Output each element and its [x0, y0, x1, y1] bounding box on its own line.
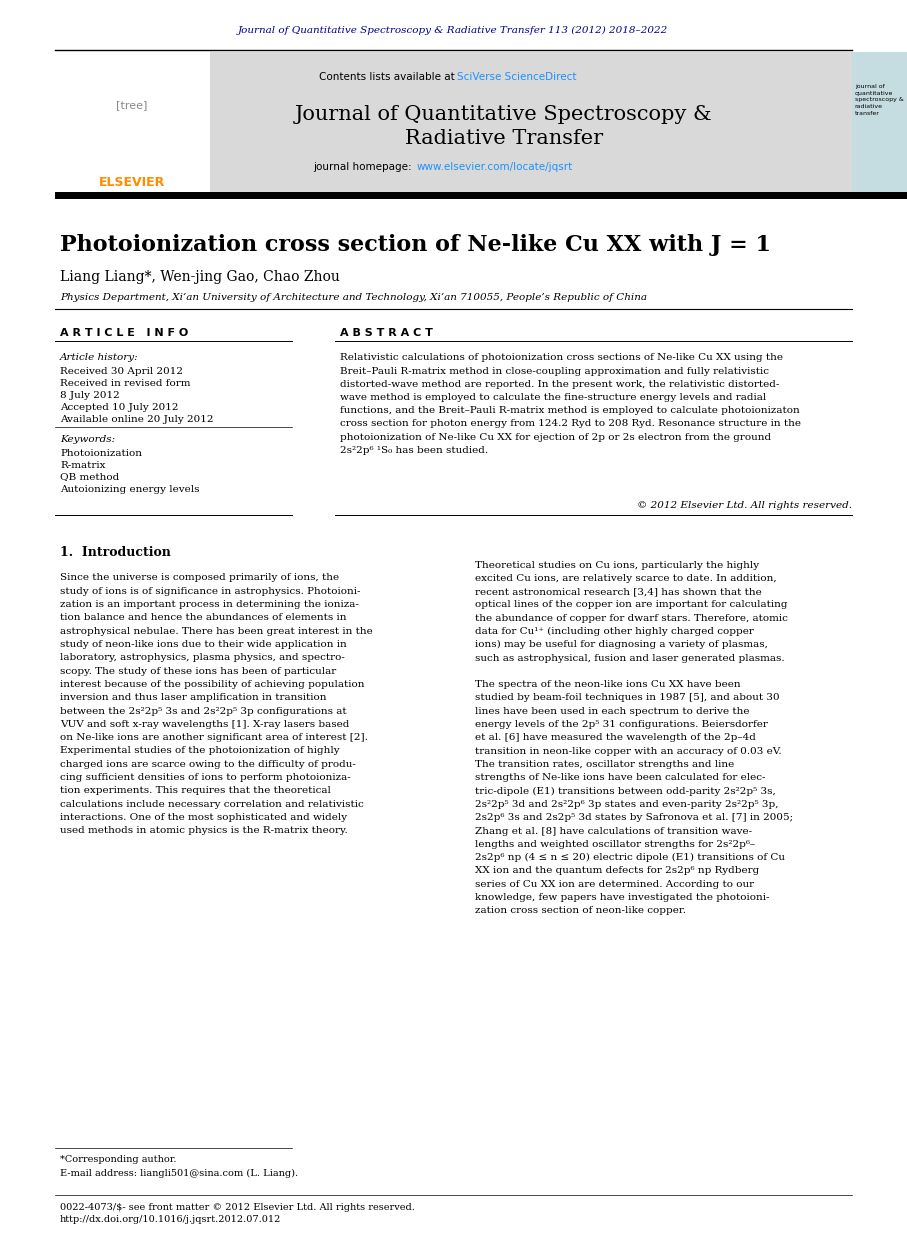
Text: lengths and weighted oscillator strengths for 2s²2p⁶–: lengths and weighted oscillator strength…: [475, 839, 756, 849]
Text: knowledge, few papers have investigated the photoioni-: knowledge, few papers have investigated …: [475, 893, 769, 903]
Text: zation is an important process in determining the ioniza-: zation is an important process in determ…: [60, 600, 359, 609]
Text: laboratory, astrophysics, plasma physics, and spectro-: laboratory, astrophysics, plasma physics…: [60, 654, 345, 662]
Text: energy levels of the 2p⁵ 31 configurations. Beiersdorfer: energy levels of the 2p⁵ 31 configuratio…: [475, 721, 768, 729]
Text: A B S T R A C T: A B S T R A C T: [340, 328, 433, 338]
Text: scopy. The study of these ions has been of particular: scopy. The study of these ions has been …: [60, 666, 336, 676]
Text: transition in neon-like copper with an accuracy of 0.03 eV.: transition in neon-like copper with an a…: [475, 747, 782, 755]
Text: Journal of Quantitative Spectroscopy & Radiative Transfer 113 (2012) 2018–2022: Journal of Quantitative Spectroscopy & R…: [238, 26, 668, 35]
Text: Zhang et al. [8] have calculations of transition wave-: Zhang et al. [8] have calculations of tr…: [475, 827, 752, 836]
Text: charged ions are scarce owing to the difficulty of produ-: charged ions are scarce owing to the dif…: [60, 760, 356, 769]
Text: distorted-wave method are reported. In the present work, the relativistic distor: distorted-wave method are reported. In t…: [340, 380, 779, 389]
Text: studied by beam-foil techniques in 1987 [5], and about 30: studied by beam-foil techniques in 1987 …: [475, 693, 780, 702]
Text: 2s2p⁶ np (4 ≤ n ≤ 20) electric dipole (E1) transitions of Cu: 2s2p⁶ np (4 ≤ n ≤ 20) electric dipole (E…: [475, 853, 785, 862]
Text: excited Cu ions, are relatively scarce to date. In addition,: excited Cu ions, are relatively scarce t…: [475, 573, 776, 583]
Text: study of neon-like ions due to their wide application in: study of neon-like ions due to their wid…: [60, 640, 346, 649]
Text: XX ion and the quantum defects for 2s2p⁶ np Rydberg: XX ion and the quantum defects for 2s2p⁶…: [475, 867, 759, 875]
Text: Autoionizing energy levels: Autoionizing energy levels: [60, 484, 200, 494]
Text: Theoretical studies on Cu ions, particularly the highly: Theoretical studies on Cu ions, particul…: [475, 561, 759, 569]
Text: Keywords:: Keywords:: [60, 436, 115, 444]
Text: Photoionization: Photoionization: [60, 448, 142, 458]
Text: between the 2s²2p⁵ 3s and 2s²2p⁵ 3p configurations at: between the 2s²2p⁵ 3s and 2s²2p⁵ 3p conf…: [60, 707, 346, 716]
Text: 2s²2p⁶ ¹S₀ has been studied.: 2s²2p⁶ ¹S₀ has been studied.: [340, 446, 488, 454]
Text: A R T I C L E   I N F O: A R T I C L E I N F O: [60, 328, 189, 338]
Text: E-mail address: liangli501@sina.com (L. Liang).: E-mail address: liangli501@sina.com (L. …: [60, 1169, 298, 1177]
Bar: [55, 192, 907, 199]
Text: SciVerse ScienceDirect: SciVerse ScienceDirect: [457, 72, 577, 82]
Bar: [55, 52, 210, 192]
Text: on Ne-like ions are another significant area of interest [2].: on Ne-like ions are another significant …: [60, 733, 368, 742]
Text: calculations include necessary correlation and relativistic: calculations include necessary correlati…: [60, 800, 364, 808]
Text: data for Cu¹⁺ (including other highly charged copper: data for Cu¹⁺ (including other highly ch…: [475, 626, 754, 636]
Text: Breit–Pauli R-matrix method in close-coupling approximation and fully relativist: Breit–Pauli R-matrix method in close-cou…: [340, 366, 769, 375]
Text: Article history:: Article history:: [60, 354, 139, 363]
Text: series of Cu XX ion are determined. According to our: series of Cu XX ion are determined. Acco…: [475, 880, 754, 889]
Text: 0022-4073/$- see front matter © 2012 Elsevier Ltd. All rights reserved.: 0022-4073/$- see front matter © 2012 Els…: [60, 1202, 414, 1212]
Text: 1.  Introduction: 1. Introduction: [60, 546, 171, 560]
Text: study of ions is of significance in astrophysics. Photoioni-: study of ions is of significance in astr…: [60, 587, 360, 595]
Text: Available online 20 July 2012: Available online 20 July 2012: [60, 415, 213, 423]
Text: cross section for photon energy from 124.2 Ryd to 208 Ryd. Resonance structure i: cross section for photon energy from 124…: [340, 420, 801, 428]
Text: recent astronomical research [3,4] has shown that the: recent astronomical research [3,4] has s…: [475, 587, 762, 597]
Text: Received 30 April 2012: Received 30 April 2012: [60, 366, 183, 375]
Text: cing sufficient densities of ions to perform photoioniza-: cing sufficient densities of ions to per…: [60, 773, 351, 782]
Text: such as astrophysical, fusion and laser generated plasmas.: such as astrophysical, fusion and laser …: [475, 654, 785, 662]
Text: astrophysical nebulae. There has been great interest in the: astrophysical nebulae. There has been gr…: [60, 626, 373, 635]
Text: 8 July 2012: 8 July 2012: [60, 390, 120, 400]
Text: Accepted 10 July 2012: Accepted 10 July 2012: [60, 402, 179, 411]
Text: tion experiments. This requires that the theoretical: tion experiments. This requires that the…: [60, 786, 331, 795]
Text: Photoionization cross section of Ne-like Cu XX with J = 1: Photoionization cross section of Ne-like…: [60, 234, 771, 256]
Text: lines have been used in each spectrum to derive the: lines have been used in each spectrum to…: [475, 707, 749, 716]
Text: www.elsevier.com/locate/jqsrt: www.elsevier.com/locate/jqsrt: [417, 162, 573, 172]
Text: et al. [6] have measured the wavelength of the 2p–4d: et al. [6] have measured the wavelength …: [475, 733, 756, 743]
Text: interest because of the possibility of achieving population: interest because of the possibility of a…: [60, 680, 365, 688]
Text: strengths of Ne-like ions have been calculated for elec-: strengths of Ne-like ions have been calc…: [475, 774, 766, 782]
Text: 2s²2p⁵ 3d and 2s²2p⁶ 3p states and even-parity 2s²2p⁵ 3p,: 2s²2p⁵ 3d and 2s²2p⁶ 3p states and even-…: [475, 800, 778, 808]
Text: zation cross section of neon-like copper.: zation cross section of neon-like copper…: [475, 906, 686, 915]
Bar: [852, 52, 907, 192]
Text: Since the universe is composed primarily of ions, the: Since the universe is composed primarily…: [60, 573, 339, 583]
Text: journal homepage:: journal homepage:: [313, 162, 415, 172]
Text: http://dx.doi.org/10.1016/j.jqsrt.2012.07.012: http://dx.doi.org/10.1016/j.jqsrt.2012.0…: [60, 1216, 281, 1224]
Text: wave method is employed to calculate the fine-structure energy levels and radial: wave method is employed to calculate the…: [340, 394, 766, 402]
Text: the abundance of copper for dwarf stars. Therefore, atomic: the abundance of copper for dwarf stars.…: [475, 614, 788, 623]
Text: *Corresponding author.: *Corresponding author.: [60, 1155, 177, 1165]
Text: QB method: QB method: [60, 473, 119, 482]
Text: used methods in atomic physics is the R-matrix theory.: used methods in atomic physics is the R-…: [60, 826, 347, 836]
Bar: [55, 52, 852, 192]
Text: tion balance and hence the abundances of elements in: tion balance and hence the abundances of…: [60, 613, 346, 623]
Text: journal of
quantitative
spectroscopy &
radiative
transfer: journal of quantitative spectroscopy & r…: [854, 84, 903, 115]
Text: Contents lists available at: Contents lists available at: [319, 72, 455, 82]
Text: Liang Liang*, Wen-jing Gao, Chao Zhou: Liang Liang*, Wen-jing Gao, Chao Zhou: [60, 270, 340, 284]
Text: photoionization of Ne-like Cu XX for ejection of 2p or 2s electron from the grou: photoionization of Ne-like Cu XX for eje…: [340, 433, 771, 442]
Text: Experimental studies of the photoionization of highly: Experimental studies of the photoionizat…: [60, 747, 339, 755]
Text: Physics Department, Xi’an University of Architecture and Technology, Xi’an 71005: Physics Department, Xi’an University of …: [60, 292, 647, 302]
Text: [tree]: [tree]: [116, 100, 148, 110]
Text: optical lines of the copper ion are important for calculating: optical lines of the copper ion are impo…: [475, 600, 787, 609]
Text: tric-dipole (E1) transitions between odd-parity 2s²2p⁵ 3s,: tric-dipole (E1) transitions between odd…: [475, 786, 775, 796]
Text: R-matrix: R-matrix: [60, 461, 105, 469]
Text: The transition rates, oscillator strengths and line: The transition rates, oscillator strengt…: [475, 760, 735, 769]
Text: ELSEVIER: ELSEVIER: [99, 177, 165, 189]
Text: Relativistic calculations of photoionization cross sections of Ne-like Cu XX usi: Relativistic calculations of photoioniza…: [340, 354, 783, 363]
Text: © 2012 Elsevier Ltd. All rights reserved.: © 2012 Elsevier Ltd. All rights reserved…: [637, 500, 852, 510]
Text: VUV and soft x-ray wavelengths [1]. X-ray lasers based: VUV and soft x-ray wavelengths [1]. X-ra…: [60, 719, 349, 729]
Text: ions) may be useful for diagnosing a variety of plasmas,: ions) may be useful for diagnosing a var…: [475, 640, 768, 650]
Text: Received in revised form: Received in revised form: [60, 379, 190, 387]
Text: Journal of Quantitative Spectroscopy &: Journal of Quantitative Spectroscopy &: [295, 105, 713, 125]
Text: The spectra of the neon-like ions Cu XX have been: The spectra of the neon-like ions Cu XX …: [475, 680, 741, 690]
Text: interactions. One of the most sophisticated and widely: interactions. One of the most sophistica…: [60, 813, 347, 822]
Text: functions, and the Breit–Pauli R-matrix method is employed to calculate photoion: functions, and the Breit–Pauli R-matrix …: [340, 406, 800, 415]
Text: inversion and thus laser amplification in transition: inversion and thus laser amplification i…: [60, 693, 327, 702]
Text: Radiative Transfer: Radiative Transfer: [405, 129, 603, 147]
Text: 2s2p⁶ 3s and 2s2p⁵ 3d states by Safronova et al. [7] in 2005;: 2s2p⁶ 3s and 2s2p⁵ 3d states by Safronov…: [475, 813, 793, 822]
